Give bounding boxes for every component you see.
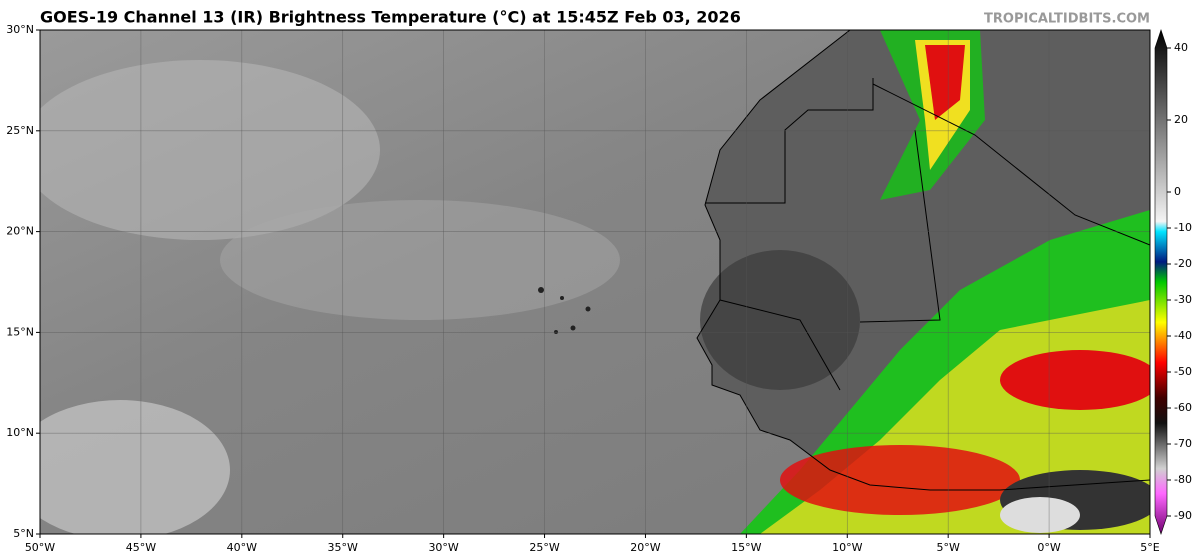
- lat-label: 30°N: [6, 23, 34, 36]
- lon-label: 35°W: [328, 541, 358, 554]
- lon-label: 0°W: [1037, 541, 1060, 554]
- lat-label: 5°N: [13, 527, 34, 540]
- lat-label: 10°N: [6, 426, 34, 439]
- lon-label: 45°W: [126, 541, 156, 554]
- colorbar-label: -80: [1174, 473, 1192, 486]
- colorbar-label: -40: [1174, 329, 1192, 342]
- colorbar-label: -10: [1174, 221, 1192, 234]
- map-frame: [39, 29, 1151, 535]
- lat-label: 15°N: [6, 325, 34, 338]
- lon-label: 10°W: [832, 541, 862, 554]
- lat-label: 25°N: [6, 124, 34, 137]
- imagery: [40, 30, 1150, 534]
- lon-label: 25°W: [529, 541, 559, 554]
- title: GOES-19 Channel 13 (IR) Brightness Tempe…: [40, 8, 741, 27]
- lon-label: 5°E: [1140, 541, 1159, 554]
- lon-label: 50°W: [25, 541, 55, 554]
- lon-label: 5°W: [936, 541, 959, 554]
- colorbar-label: -20: [1174, 257, 1192, 270]
- colorbar-label: -30: [1174, 293, 1192, 306]
- colorbar-label: -60: [1174, 401, 1192, 414]
- lon-label: 30°W: [428, 541, 458, 554]
- lat-label: 20°N: [6, 225, 34, 238]
- watermark: TROPICALTIDBITS.COM: [984, 12, 1150, 27]
- colorbar-label: -90: [1174, 509, 1192, 522]
- lon-label: 40°W: [227, 541, 257, 554]
- colorbar-label: 40: [1174, 41, 1188, 54]
- colorbar-label: -70: [1174, 437, 1192, 450]
- lon-label: 15°W: [731, 541, 761, 554]
- lon-label: 20°W: [630, 541, 660, 554]
- colorbar-label: 20: [1174, 113, 1188, 126]
- colorbar-label: -50: [1174, 365, 1192, 378]
- colorbar-label: 0: [1174, 185, 1181, 198]
- colorbar: [1154, 29, 1168, 535]
